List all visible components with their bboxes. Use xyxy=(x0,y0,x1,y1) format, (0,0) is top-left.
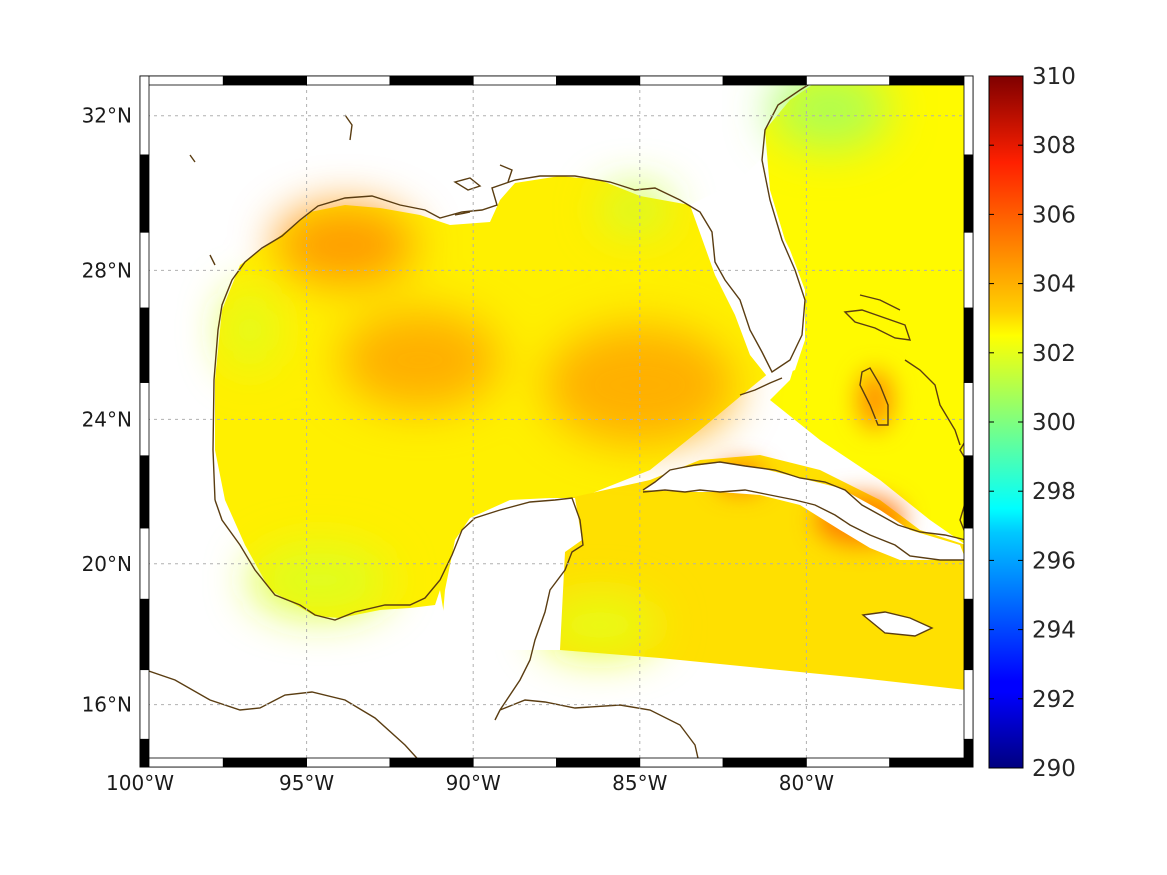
frame-segment-right xyxy=(963,75,974,156)
frame-segment-right xyxy=(963,669,974,740)
sst-anomaly-blobs xyxy=(225,76,890,655)
frame-segment-left xyxy=(139,598,150,671)
coast-central-america xyxy=(140,667,426,767)
lon-tick-label: 90°W xyxy=(446,771,501,795)
frame-segment-top xyxy=(222,75,308,86)
coast-bahamas-eleuthera xyxy=(904,359,961,446)
latitude-tick-labels: 32°N 28°N 24°N 20°N 16°N xyxy=(82,104,132,717)
colorbar-tick-label: 306 xyxy=(1032,202,1076,228)
frame-segment-right xyxy=(963,455,974,529)
frame-segment-left xyxy=(139,154,150,233)
coast-gulf-west-south xyxy=(214,497,584,721)
colorbar-tick-label: 304 xyxy=(1032,272,1076,298)
frame-segment-right xyxy=(963,598,974,671)
colorbar-tick-label: 310 xyxy=(1032,64,1076,90)
sst-blob-atlantic-ne xyxy=(770,76,890,150)
lon-tick-label: 80°W xyxy=(779,771,834,795)
frame-segment-left xyxy=(139,307,150,383)
frame-segment-top xyxy=(306,75,391,86)
frame-segment-bottom xyxy=(889,757,974,768)
frame-segment-left xyxy=(139,455,150,529)
frame-segment-top xyxy=(472,75,557,86)
coast-honduras xyxy=(499,699,701,767)
coast-florida-keys xyxy=(739,377,783,396)
cuba-land xyxy=(643,462,966,560)
lon-tick-label: 100°W xyxy=(106,771,174,795)
lon-tick-label: 95°W xyxy=(279,771,334,795)
colorbar-tick-label: 308 xyxy=(1032,133,1076,159)
colorbar-ticks: 310 308 306 304 302 300 298 296 294 292 290 xyxy=(989,64,1076,782)
frame-segment-bottom xyxy=(472,757,557,768)
frame-segment-top xyxy=(389,75,474,86)
colorbar-tick-label: 298 xyxy=(1032,479,1076,505)
coast-cuba xyxy=(642,461,967,561)
lat-tick-label: 28°N xyxy=(82,258,132,282)
longitude-tick-labels: 100°W 95°W 90°W 85°W 80°W xyxy=(106,771,834,795)
sst-blob-caribbean-south xyxy=(540,595,660,655)
sst-blob-west-gulf-cool xyxy=(225,290,275,370)
coast-louisiana-islands xyxy=(453,164,513,216)
frame-segment-right xyxy=(963,231,974,309)
lat-tick-label: 32°N xyxy=(82,104,132,128)
frame-segment-left xyxy=(139,231,150,309)
frame-segment-bottom xyxy=(556,757,641,768)
frame-segment-left xyxy=(139,75,150,156)
sst-blob-bahamas xyxy=(857,370,893,430)
lat-tick-label: 20°N xyxy=(82,552,132,576)
frame-segment-bottom xyxy=(722,757,807,768)
frame-segment-bottom xyxy=(389,757,474,768)
frame-segment-bottom xyxy=(222,757,308,768)
frame-segment-bottom xyxy=(306,757,391,768)
colorbar-tick-label: 292 xyxy=(1032,687,1076,713)
jamaica-land xyxy=(863,612,932,636)
frame-segment-top xyxy=(806,75,891,86)
coast-texas-islands xyxy=(189,114,353,266)
land-mask xyxy=(440,160,966,650)
colorbar-tick-label: 294 xyxy=(1032,618,1076,644)
frame-segment-top xyxy=(139,75,224,86)
sst-blob-campeche xyxy=(250,545,390,615)
coast-gulf-north xyxy=(212,79,817,501)
frame-segment-top xyxy=(722,75,807,86)
colorbar-gradient xyxy=(988,75,1024,769)
frame-segment-left xyxy=(139,382,150,457)
sst-blob-west-gulf xyxy=(340,310,500,410)
frame-segment-top xyxy=(556,75,641,86)
atlantic-water xyxy=(765,85,966,545)
frame-segments xyxy=(139,75,974,768)
colorbar-tick-label: 290 xyxy=(1032,756,1076,782)
frame-segment-right xyxy=(963,738,974,768)
frame-segment-left xyxy=(139,527,150,600)
coast-bahamas-andros xyxy=(859,367,889,426)
gulf-of-mexico-water xyxy=(215,176,770,650)
colorbar-tick-label: 302 xyxy=(1032,341,1076,367)
map-grid xyxy=(140,76,973,767)
frame-segment-bottom xyxy=(639,757,724,768)
frame-segment-right xyxy=(963,382,974,457)
yucatan-land xyxy=(440,498,582,650)
lat-tick-label: 24°N xyxy=(82,407,132,431)
colorbar-tick-label: 300 xyxy=(1032,410,1076,436)
florida-land xyxy=(690,160,805,380)
frame-segment-top xyxy=(639,75,724,86)
coast-bahamas-abaco xyxy=(843,294,912,341)
sst-blob-nw-gulf xyxy=(275,205,415,285)
lon-tick-label: 85°W xyxy=(612,771,667,795)
frame-segment-right xyxy=(963,307,974,383)
frame-segment-left xyxy=(139,669,150,740)
frame-segment-right xyxy=(963,527,974,600)
coast-jamaica xyxy=(861,611,934,637)
colorbar-tick-label: 296 xyxy=(1032,548,1076,574)
frame-segment-left xyxy=(139,738,150,768)
plot-area xyxy=(140,76,973,767)
colorbar: 310 308 306 304 302 300 298 296 294 292 290 xyxy=(988,64,1076,782)
map-frame xyxy=(139,75,974,768)
frame-segment-top xyxy=(889,75,974,86)
lat-tick-label: 16°N xyxy=(82,693,132,717)
frame-segment-bottom xyxy=(139,757,224,768)
sst-blob-panhandle xyxy=(600,188,670,232)
frame-segment-right xyxy=(963,154,974,233)
frame-segment-bottom xyxy=(806,757,891,768)
